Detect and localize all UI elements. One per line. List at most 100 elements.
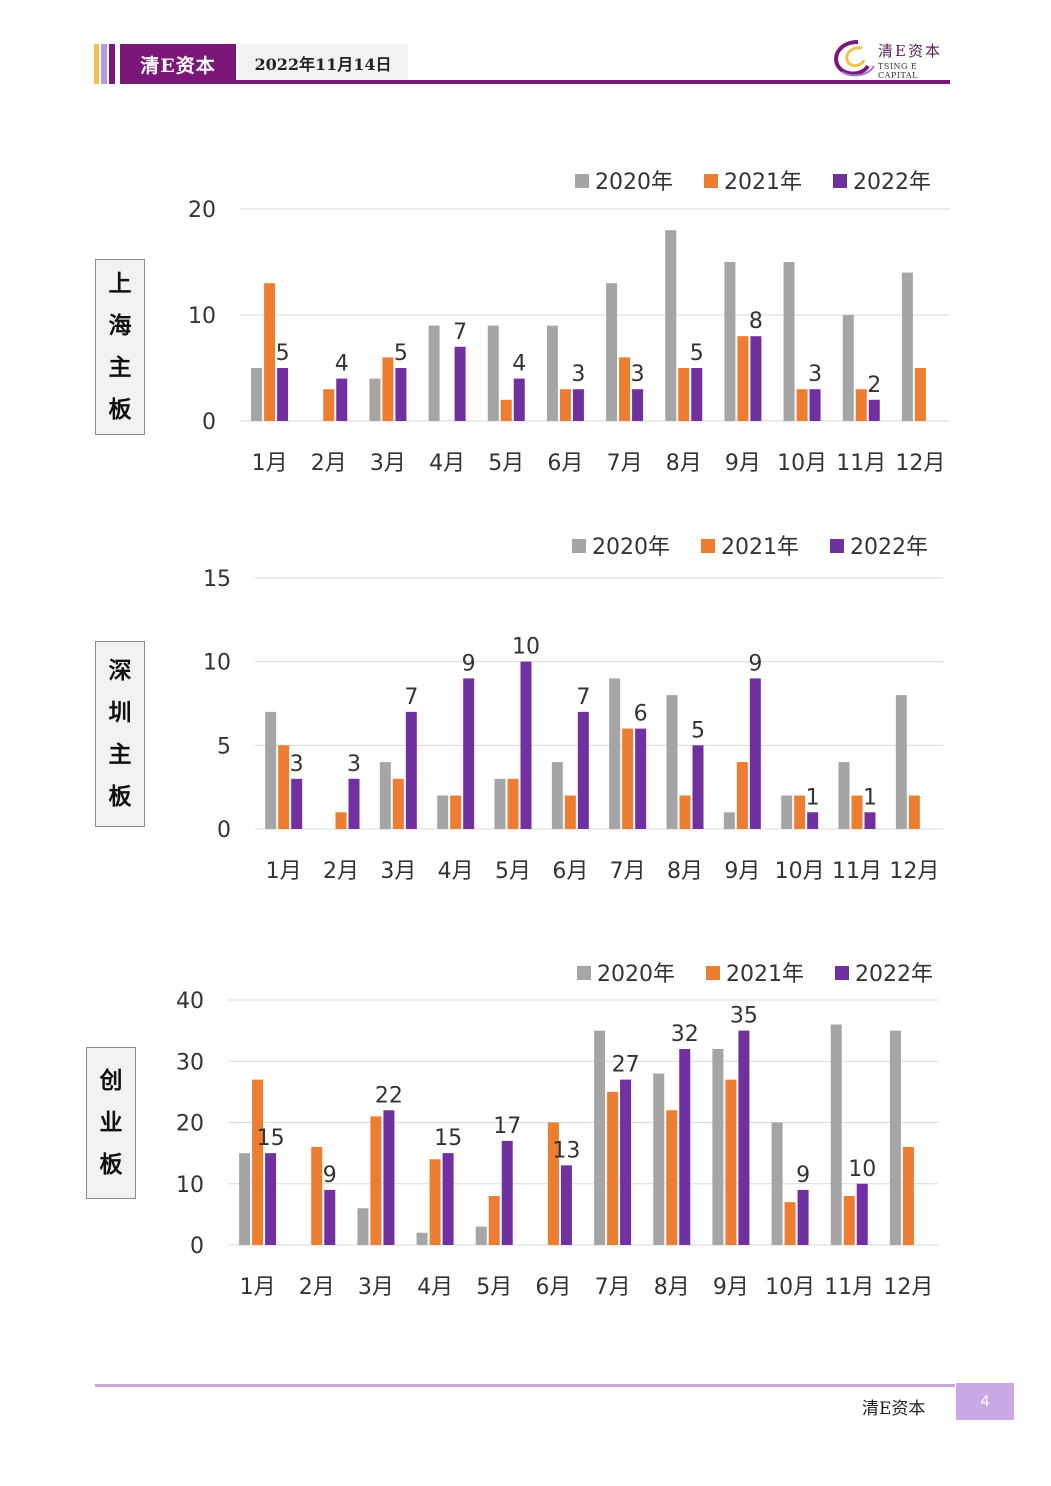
board-label-shenzhen: 深圳主板 bbox=[95, 641, 145, 827]
legend-swatch bbox=[701, 539, 715, 553]
data-label: 35 bbox=[730, 1004, 758, 1029]
board-label-char: 板 bbox=[108, 397, 132, 423]
y-tick-label: 0 bbox=[190, 1234, 204, 1259]
board-label-char: 主 bbox=[108, 742, 132, 768]
bar-2022年-7月 bbox=[620, 1079, 632, 1245]
y-tick-label: 20 bbox=[176, 1112, 204, 1137]
legend-label: 2022年 bbox=[850, 535, 928, 560]
company-logo: 清E资本 TSING E CAPITAL bbox=[828, 36, 952, 80]
x-tick-label: 2月 bbox=[299, 1275, 335, 1300]
data-label: 3 bbox=[290, 752, 304, 777]
bar-2022年-11月 bbox=[864, 812, 876, 829]
bar-2021年-9月 bbox=[737, 336, 749, 421]
bar-2020年-9月 bbox=[712, 1049, 724, 1245]
bar-2020年-7月 bbox=[609, 678, 621, 829]
data-label: 3 bbox=[631, 362, 645, 387]
bar-2021年-6月 bbox=[564, 795, 576, 829]
data-label: 5 bbox=[394, 341, 408, 366]
bar-2021年-11月 bbox=[851, 795, 863, 829]
data-label: 13 bbox=[552, 1138, 580, 1163]
data-label: 5 bbox=[276, 341, 290, 366]
x-tick-label: 12月 bbox=[895, 451, 945, 476]
bar-2020年-10月 bbox=[771, 1122, 783, 1245]
y-tick-label: 10 bbox=[176, 1173, 204, 1198]
legend-swatch bbox=[575, 174, 589, 188]
bar-2022年-11月 bbox=[868, 399, 880, 421]
bar-2020年-12月 bbox=[895, 695, 907, 829]
bar-2021年-4月 bbox=[450, 795, 462, 829]
legend-label: 2020年 bbox=[597, 962, 675, 987]
x-tick-label: 11月 bbox=[836, 451, 886, 476]
bar-2020年-1月 bbox=[239, 1153, 251, 1245]
y-tick-label: 20 bbox=[188, 198, 216, 223]
data-label: 9 bbox=[796, 1163, 810, 1188]
x-tick-label: 9月 bbox=[713, 1275, 749, 1300]
x-tick-label: 10月 bbox=[777, 451, 827, 476]
x-tick-label: 2月 bbox=[323, 859, 359, 884]
bar-2020年-4月 bbox=[416, 1232, 428, 1245]
legend-label: 2021年 bbox=[721, 535, 799, 560]
bar-2020年-4月 bbox=[437, 795, 449, 829]
bar-2022年-9月 bbox=[749, 678, 761, 829]
bar-2021年-7月 bbox=[607, 1091, 619, 1245]
data-label: 3 bbox=[347, 752, 361, 777]
bar-2022年-5月 bbox=[501, 1140, 513, 1245]
x-tick-label: 9月 bbox=[724, 859, 760, 884]
bar-2021年-5月 bbox=[488, 1196, 500, 1245]
bar-2020年-5月 bbox=[487, 325, 499, 421]
data-label: 5 bbox=[690, 341, 704, 366]
bar-2022年-1月 bbox=[265, 1153, 277, 1245]
x-tick-label: 3月 bbox=[358, 1275, 394, 1300]
bar-2020年-6月 bbox=[546, 325, 558, 421]
bar-2020年-7月 bbox=[594, 1030, 606, 1245]
bar-2020年-3月 bbox=[369, 378, 381, 421]
board-label-char: 创 bbox=[99, 1068, 123, 1094]
bar-2020年-3月 bbox=[357, 1208, 369, 1245]
legend-swatch bbox=[706, 966, 720, 980]
data-label: 10 bbox=[512, 635, 540, 660]
x-tick-label: 6月 bbox=[547, 451, 583, 476]
bar-2021年-5月 bbox=[500, 399, 512, 421]
x-tick-label: 8月 bbox=[654, 1275, 690, 1300]
legend-label: 2021年 bbox=[726, 962, 804, 987]
bar-2021年-9月 bbox=[725, 1079, 737, 1245]
bar-2021年-10月 bbox=[796, 389, 808, 421]
board-label-char: 主 bbox=[108, 355, 132, 381]
legend-swatch bbox=[577, 966, 591, 980]
data-label: 17 bbox=[493, 1114, 521, 1139]
board-label-shanghai: 上海主板 bbox=[95, 259, 145, 435]
bar-2022年-5月 bbox=[513, 378, 525, 421]
bar-2022年-7月 bbox=[635, 728, 647, 829]
bar-2020年-12月 bbox=[889, 1030, 901, 1245]
x-tick-label: 8月 bbox=[666, 451, 702, 476]
data-label: 1 bbox=[806, 785, 820, 810]
data-label: 7 bbox=[404, 685, 418, 710]
x-tick-label: 5月 bbox=[488, 451, 524, 476]
bar-2020年-3月 bbox=[379, 762, 391, 829]
bar-2020年-7月 bbox=[606, 283, 618, 421]
bar-2021年-1月 bbox=[278, 745, 290, 829]
bar-2021年-8月 bbox=[679, 795, 691, 829]
bar-2020年-11月 bbox=[830, 1024, 842, 1245]
logo-text-en: TSING E CAPITAL bbox=[878, 62, 918, 80]
x-tick-label: 1月 bbox=[240, 1275, 276, 1300]
data-label: 7 bbox=[453, 320, 467, 345]
x-tick-label: 11月 bbox=[832, 859, 882, 884]
x-tick-label: 7月 bbox=[607, 451, 643, 476]
header-bar-purple bbox=[109, 44, 115, 84]
bar-2020年-1月 bbox=[251, 368, 263, 421]
legend-swatch bbox=[835, 966, 849, 980]
x-tick-label: 6月 bbox=[552, 859, 588, 884]
x-tick-label: 3月 bbox=[380, 859, 416, 884]
bar-2021年-2月 bbox=[323, 389, 335, 421]
header-bar-light-purple bbox=[101, 44, 107, 84]
bar-2022年-10月 bbox=[797, 1189, 809, 1245]
data-label: 9 bbox=[323, 1163, 337, 1188]
bar-2022年-2月 bbox=[336, 378, 348, 421]
bar-2021年-3月 bbox=[392, 778, 404, 829]
y-tick-label: 0 bbox=[217, 818, 231, 843]
data-label: 9 bbox=[748, 651, 762, 676]
data-label: 4 bbox=[335, 352, 349, 377]
